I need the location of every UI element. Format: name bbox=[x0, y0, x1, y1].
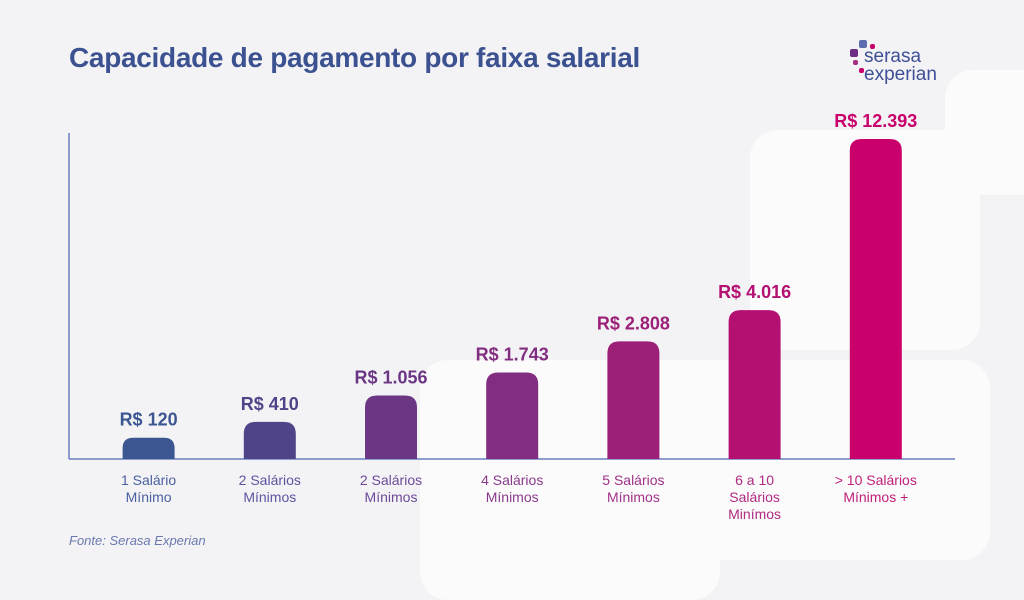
logo-square bbox=[853, 60, 858, 65]
bar bbox=[607, 341, 660, 459]
logo-square bbox=[859, 68, 864, 73]
logo-text-experian: experian bbox=[864, 64, 937, 85]
bar bbox=[243, 421, 296, 459]
category-label: Mínimos bbox=[243, 489, 296, 505]
category-label: Mínimos bbox=[365, 489, 418, 505]
category-label: 2 Salários bbox=[360, 472, 422, 488]
category-label: Mínimos + bbox=[843, 489, 908, 505]
value-label: R$ 120 bbox=[120, 410, 178, 430]
logo-text-serasa: serasa bbox=[864, 46, 922, 67]
background-shape bbox=[945, 70, 1024, 195]
category-label: Mínimos bbox=[486, 489, 539, 505]
value-label: R$ 410 bbox=[241, 394, 299, 414]
bar bbox=[122, 437, 175, 459]
bar bbox=[365, 395, 417, 459]
category-label: Minímos bbox=[728, 506, 781, 522]
category-label: Mínimo bbox=[126, 489, 172, 505]
source-note: Fonte: Serasa Experian bbox=[69, 533, 206, 548]
logo-square bbox=[870, 44, 875, 49]
serasa-experian-logo: serasa experian bbox=[850, 40, 970, 90]
category-label: Salários bbox=[729, 489, 780, 505]
bar bbox=[849, 139, 902, 459]
background-shape bbox=[600, 360, 990, 560]
category-label: 4 Salários bbox=[481, 472, 543, 488]
value-label: R$ 1.743 bbox=[476, 344, 549, 364]
logo-square bbox=[859, 40, 867, 48]
category-label: Mínimos bbox=[607, 489, 660, 505]
category-label: 1 Salário bbox=[121, 472, 176, 488]
category-label: 6 a 10 bbox=[735, 472, 774, 488]
category-label: 5 Salários bbox=[602, 472, 664, 488]
value-label: R$ 4.016 bbox=[718, 282, 791, 302]
value-label: R$ 1.056 bbox=[354, 368, 427, 388]
chart-title: Capacidade de pagamento por faixa salari… bbox=[69, 42, 640, 73]
bar bbox=[728, 310, 781, 459]
logo-square bbox=[850, 49, 858, 57]
category-label: > 10 Salários bbox=[835, 472, 917, 488]
bar bbox=[486, 372, 539, 459]
value-label: R$ 2.808 bbox=[597, 313, 670, 333]
category-label: 2 Salários bbox=[239, 472, 301, 488]
value-label: R$ 12.393 bbox=[834, 111, 917, 131]
